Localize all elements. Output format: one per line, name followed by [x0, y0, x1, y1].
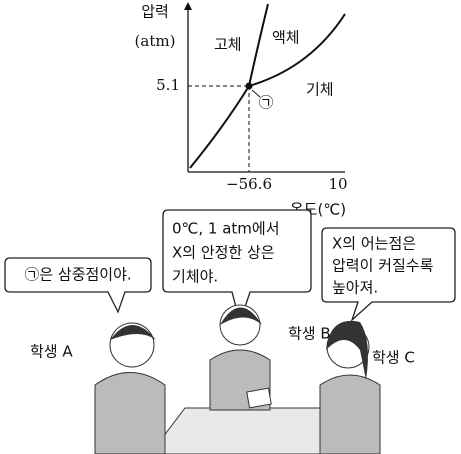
pointer [251, 89, 261, 98]
x-tick-label: 10 [328, 175, 347, 193]
vaporization-curve [248, 13, 346, 87]
y-tick-label: 5.1 [156, 76, 180, 94]
student-label: 학생 A [30, 343, 73, 361]
student-c-body [319, 374, 381, 454]
melting-curve [248, 3, 269, 87]
phase-label: 고체 [214, 36, 242, 54]
y-axis-label: 압력 [141, 3, 169, 21]
student-c-hair [326, 320, 368, 380]
y-axis-unit: (atm) [135, 32, 176, 50]
speech-bubble [321, 227, 456, 323]
y-arrow [184, 2, 192, 10]
student-a-hair [110, 325, 156, 340]
bubble-text: ㉠은 삼중점이야. [24, 266, 131, 284]
student-label: 학생 C [372, 349, 415, 367]
sublimation-curve [189, 85, 250, 169]
point-label: ㉠ [258, 94, 273, 112]
student-label: 학생 B [288, 325, 331, 343]
triple-point [245, 82, 253, 90]
bubble-text: 높아져. [332, 279, 378, 297]
bubble-text: X의 안정한 상은 [172, 244, 275, 262]
students-illustration [94, 304, 381, 454]
bubble-text: 기체야. [172, 268, 218, 286]
bubble-text: 0℃, 1 atm에서 [172, 220, 280, 238]
student-b-hair [220, 307, 262, 325]
phase-diagram: 압력 (atm) 고체 액체 기체 5.1 −56.6 10 ㉠ 온도(℃) [135, 2, 348, 219]
speech-bubble [4, 257, 152, 314]
bubble-text: 압력이 커질수록 [332, 257, 434, 275]
paper [246, 387, 272, 409]
x-tick-label: −56.6 [226, 175, 272, 193]
bubble-text: X의 어는점은 [332, 235, 416, 253]
student-a-body [94, 372, 166, 454]
phase-label: 액체 [272, 29, 300, 47]
phase-label: 기체 [306, 81, 334, 99]
